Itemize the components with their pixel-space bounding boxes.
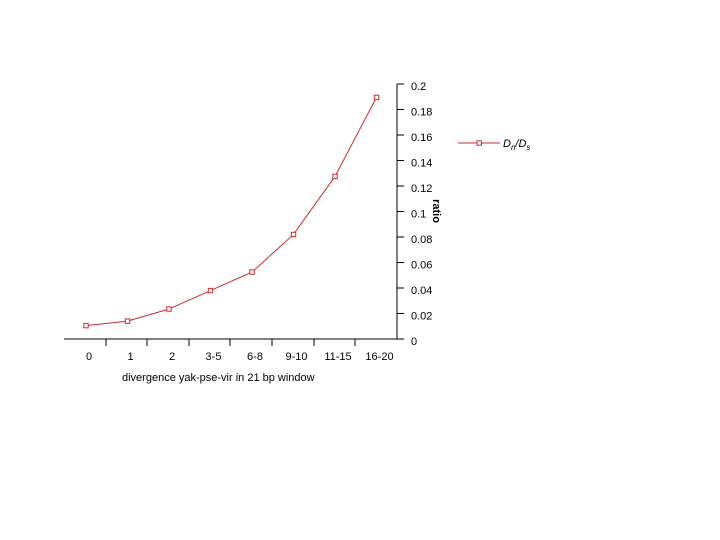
- y-tick-label: 0.06: [411, 260, 432, 272]
- x-tick-label: 3-5: [206, 351, 222, 363]
- legend-label-main: D: [503, 138, 511, 150]
- legend-label-sub2: s: [526, 143, 530, 152]
- x-tick-label: 1: [127, 351, 133, 363]
- x-tick-label: 11-15: [324, 351, 351, 363]
- legend-label-sep: /D: [514, 138, 526, 150]
- y-tick-label: 0.08: [411, 234, 432, 246]
- data-point: [166, 306, 172, 312]
- x-tick-label: 2: [169, 351, 175, 363]
- y-tick-label: 0.12: [411, 183, 432, 195]
- y-tick-label: 0.16: [411, 132, 432, 144]
- data-point: [249, 269, 255, 275]
- y-tick-label: 0.18: [411, 107, 432, 119]
- y-axis: 00.020.040.060.080.10.120.140.160.180.2 …: [396, 81, 442, 348]
- x-tick-label: 16-20: [365, 351, 393, 363]
- y-axis-title: ratio: [430, 199, 442, 223]
- data-point: [124, 318, 131, 324]
- legend: Dn/Ds: [458, 138, 530, 152]
- y-tick-label: 0.04: [411, 285, 432, 297]
- x-axis: 0 1 2 3-5 6-8 9-10 11-15 16-20 divergence yak-p…: [64, 338, 397, 384]
- x-axis-title: divergence yak-pse-vir in 21 bp window: [122, 372, 315, 384]
- data-point: [373, 94, 380, 101]
- data-point: [207, 287, 214, 294]
- y-tick-label: 0.2: [411, 81, 426, 93]
- data-point: [83, 322, 89, 329]
- x-tick-label: 6-8: [247, 351, 263, 363]
- legend-label: Dn/Ds: [503, 138, 530, 152]
- y-tick-label: 0.1: [411, 209, 426, 221]
- data-point: [332, 173, 338, 180]
- x-tick-label: 0: [86, 351, 92, 363]
- legend-label-sub1: n: [511, 143, 516, 152]
- data-point: [290, 231, 297, 238]
- y-tick-label: 0: [411, 336, 417, 348]
- x-tick-label: 9-10: [285, 351, 307, 363]
- series-line: [85, 97, 377, 327]
- y-tick-label: 0.14: [411, 158, 432, 170]
- legend-marker: [476, 140, 482, 146]
- y-tick-label: 0.02: [411, 311, 432, 323]
- plot-area: [83, 94, 380, 329]
